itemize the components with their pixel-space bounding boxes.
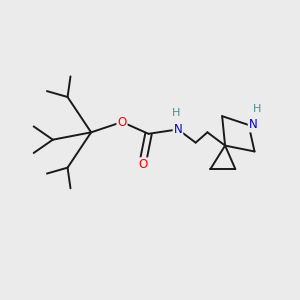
Text: O: O: [138, 158, 147, 171]
Text: N: N: [174, 123, 182, 136]
Text: O: O: [117, 116, 127, 128]
Text: H: H: [172, 108, 181, 118]
Text: N: N: [249, 118, 257, 131]
Text: H: H: [253, 104, 261, 114]
